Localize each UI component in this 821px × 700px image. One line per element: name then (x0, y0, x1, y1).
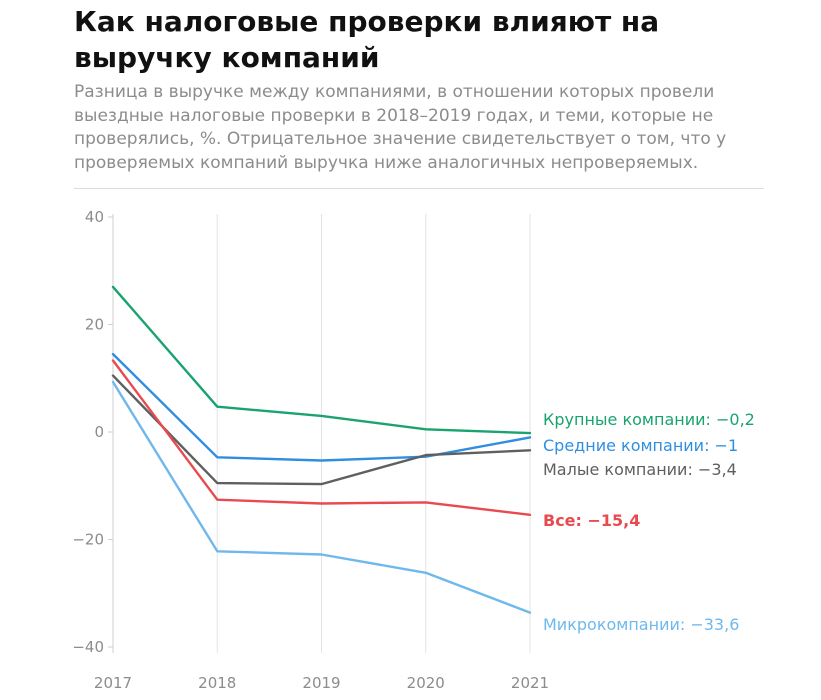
x-tick-label: 2019 (302, 674, 340, 692)
series-end-label-5: Микрокомпании: −33,6 (543, 615, 739, 634)
series-line-3 (111, 374, 532, 486)
y-tick-label: 40 (85, 208, 104, 226)
series-end-label-2: Средние компании: −1 (543, 436, 738, 455)
chart-subtitle: Разница в выручке между компаниями, в от… (74, 82, 727, 173)
series-line-4 (111, 359, 532, 516)
y-tick-label: −40 (72, 638, 104, 656)
x-tick-label: 2018 (198, 674, 236, 692)
series-end-label-1: Крупные компании: −0,2 (543, 410, 755, 429)
y-tick-label: −20 (72, 531, 104, 549)
y-tick-label: 0 (94, 423, 104, 441)
series-line-1 (111, 285, 532, 435)
series-end-label-3: Малые компании: −3,4 (543, 460, 737, 479)
chart-title: Как налоговые проверки влияют на выручку… (74, 5, 660, 74)
divider (74, 188, 764, 189)
series-line-2 (111, 352, 532, 462)
x-tick-label: 2017 (94, 674, 132, 692)
x-tick-label: 2021 (511, 674, 549, 692)
x-tick-label: 2020 (407, 674, 445, 692)
series-end-label-4: Все: −15,4 (543, 511, 640, 530)
y-tick-label: 20 (85, 316, 104, 334)
series-line-5 (111, 380, 532, 614)
